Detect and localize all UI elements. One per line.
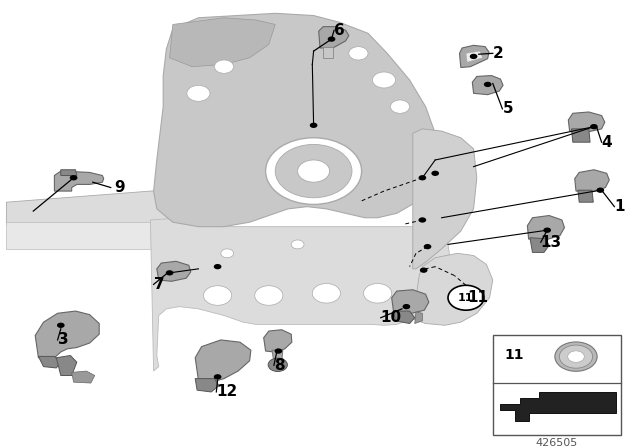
- Text: 9: 9: [114, 180, 125, 195]
- Polygon shape: [154, 13, 438, 227]
- Polygon shape: [413, 129, 477, 269]
- Circle shape: [484, 82, 492, 87]
- Polygon shape: [195, 379, 219, 392]
- Circle shape: [275, 144, 352, 198]
- Polygon shape: [150, 218, 451, 371]
- Polygon shape: [61, 170, 77, 176]
- Polygon shape: [568, 112, 605, 132]
- Polygon shape: [460, 45, 489, 68]
- Circle shape: [349, 47, 368, 60]
- Circle shape: [291, 240, 304, 249]
- Circle shape: [214, 60, 234, 73]
- Polygon shape: [157, 261, 191, 281]
- Circle shape: [424, 244, 431, 249]
- Circle shape: [419, 175, 426, 181]
- Polygon shape: [472, 76, 503, 95]
- Circle shape: [470, 54, 477, 59]
- Text: 11: 11: [504, 348, 524, 362]
- Polygon shape: [38, 357, 61, 368]
- Circle shape: [328, 36, 335, 42]
- Circle shape: [419, 217, 426, 223]
- Circle shape: [275, 349, 282, 354]
- Polygon shape: [466, 51, 483, 62]
- Polygon shape: [394, 311, 415, 323]
- Circle shape: [310, 123, 317, 128]
- Polygon shape: [500, 392, 616, 421]
- Text: 426505: 426505: [536, 438, 578, 448]
- Circle shape: [187, 85, 210, 101]
- Circle shape: [312, 284, 340, 303]
- Polygon shape: [272, 350, 283, 362]
- Polygon shape: [264, 330, 292, 352]
- Text: 11: 11: [467, 290, 488, 305]
- Circle shape: [590, 124, 598, 129]
- Text: 10: 10: [381, 310, 402, 325]
- Polygon shape: [72, 371, 95, 383]
- Circle shape: [568, 351, 584, 362]
- Circle shape: [214, 264, 221, 269]
- Polygon shape: [54, 171, 104, 191]
- Circle shape: [372, 72, 396, 88]
- Circle shape: [221, 249, 234, 258]
- Text: 11: 11: [458, 293, 474, 303]
- Polygon shape: [527, 215, 564, 240]
- Circle shape: [448, 285, 484, 310]
- Circle shape: [364, 284, 392, 303]
- Polygon shape: [578, 190, 593, 202]
- Circle shape: [555, 342, 597, 371]
- Polygon shape: [56, 356, 77, 375]
- Text: 3: 3: [58, 332, 68, 348]
- Text: 13: 13: [541, 235, 562, 250]
- Circle shape: [204, 286, 232, 305]
- Text: 2: 2: [493, 46, 504, 61]
- Polygon shape: [575, 170, 609, 192]
- Text: 1: 1: [614, 199, 625, 214]
- Circle shape: [57, 323, 65, 328]
- Circle shape: [214, 374, 221, 379]
- Circle shape: [420, 267, 428, 273]
- Circle shape: [255, 286, 283, 305]
- Polygon shape: [415, 312, 422, 323]
- Circle shape: [166, 270, 173, 276]
- Polygon shape: [6, 189, 205, 224]
- Text: 8: 8: [274, 358, 285, 373]
- Polygon shape: [319, 27, 349, 48]
- Circle shape: [431, 171, 439, 176]
- Circle shape: [298, 160, 330, 182]
- Circle shape: [596, 188, 604, 193]
- Circle shape: [268, 358, 287, 371]
- Circle shape: [543, 228, 551, 233]
- Polygon shape: [195, 340, 251, 382]
- Polygon shape: [35, 311, 99, 358]
- FancyBboxPatch shape: [493, 335, 621, 435]
- Polygon shape: [6, 222, 179, 249]
- Circle shape: [403, 304, 410, 309]
- Text: 4: 4: [602, 135, 612, 150]
- Polygon shape: [323, 47, 333, 58]
- Circle shape: [559, 345, 593, 368]
- Polygon shape: [410, 253, 493, 325]
- Circle shape: [70, 175, 77, 181]
- Text: 6: 6: [334, 23, 345, 38]
- Polygon shape: [392, 290, 429, 314]
- Text: 7: 7: [154, 277, 164, 292]
- Polygon shape: [572, 129, 590, 142]
- Text: 12: 12: [216, 384, 237, 400]
- Polygon shape: [170, 18, 275, 67]
- Polygon shape: [530, 238, 549, 252]
- Circle shape: [266, 138, 362, 204]
- Circle shape: [390, 100, 410, 113]
- Text: 5: 5: [502, 101, 513, 116]
